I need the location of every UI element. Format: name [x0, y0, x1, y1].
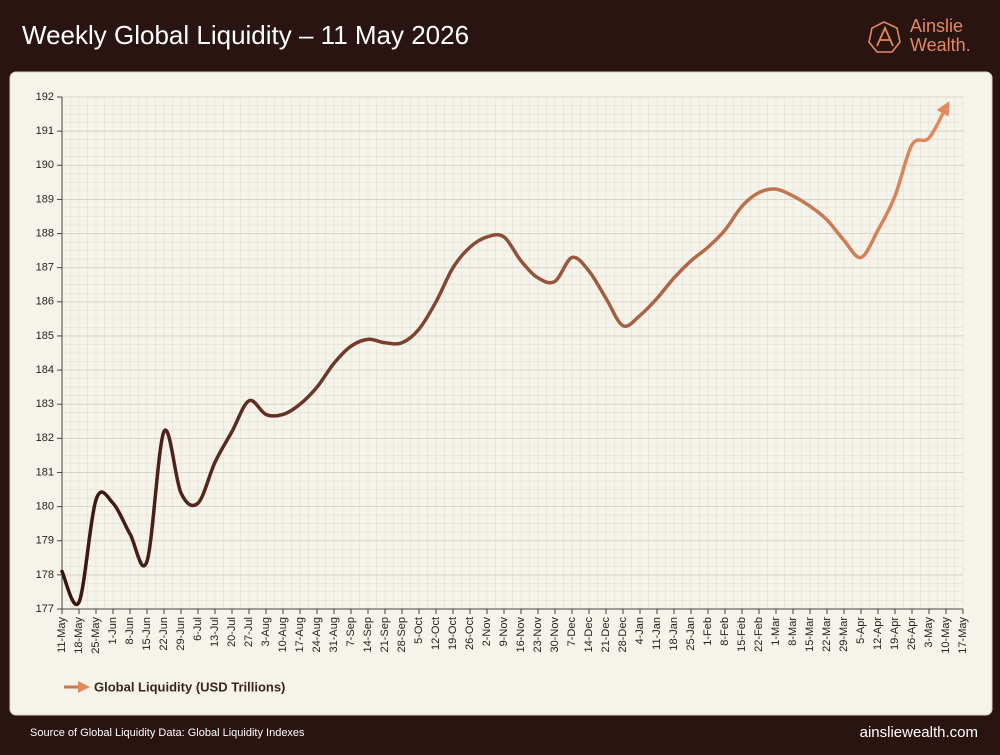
website: ainsliewealth.com: [860, 724, 978, 741]
plot: [60, 101, 950, 607]
y-tick-label: 181: [36, 466, 54, 478]
x-tick-label: 14-Dec: [583, 617, 595, 653]
x-tick-label: 22-Feb: [753, 617, 765, 652]
x-tick-label: 16-Nov: [515, 617, 527, 653]
y-tick-label: 192: [36, 91, 54, 103]
x-tick-label: 15-Mar: [804, 617, 816, 652]
x-tick-label: 5-Apr: [855, 617, 867, 644]
x-tick-label: 10-Aug: [277, 617, 289, 652]
x-tick-label: 8-Mar: [787, 617, 799, 646]
x-tick-label: 22-Mar: [821, 617, 833, 652]
y-tick-label: 187: [36, 262, 54, 274]
x-tick-label: 1-Mar: [770, 617, 782, 646]
x-tick-label: 1-Jun: [107, 617, 119, 645]
y-tick-label: 183: [36, 398, 54, 410]
y-tick-label: 178: [36, 569, 54, 581]
logo: Ainslie Wealth.: [868, 16, 971, 55]
x-tick-label: 25-Jan: [685, 617, 697, 651]
x-tick-label: 6-Jul: [192, 617, 204, 641]
source-note: Source of Global Liquidity Data: Global …: [30, 727, 305, 739]
x-tick-label: 21-Sep: [379, 617, 391, 652]
grid: [61, 96, 964, 610]
y-tick-label: 185: [36, 330, 54, 342]
y-tick-label: 179: [36, 535, 54, 547]
y-tick-label: 191: [36, 125, 54, 137]
x-tick-label: 15-Jun: [141, 617, 153, 651]
x-tick-label: 8-Feb: [719, 617, 731, 646]
x-tick-label: 8-Jun: [124, 617, 136, 645]
x-tick-label: 7-Dec: [566, 617, 578, 647]
x-tick-label: 11-Jan: [651, 617, 663, 650]
x-tick-label: 21-Dec: [600, 617, 612, 653]
x-tick-label: 4-Jan: [634, 617, 646, 645]
y-tick-label: 186: [36, 296, 54, 308]
x-tick-label: 3-May: [923, 617, 935, 648]
x-tick-label: 19-Apr: [889, 617, 901, 650]
logo-icon: [868, 21, 901, 53]
brand-line-2: Wealth.: [910, 35, 971, 55]
x-tick-label: 12-Oct: [430, 617, 442, 650]
x-tick-label: 9-Nov: [498, 617, 510, 647]
legend-label: Global Liquidity (USD Trillions): [94, 679, 285, 694]
x-tick-label: 12-Apr: [872, 617, 884, 650]
x-tick-label: 7-Sep: [345, 617, 357, 646]
x-tick-label: 17-May: [957, 617, 969, 654]
x-tick-label: 5-Oct: [413, 617, 425, 644]
x-tick-label: 18-May: [73, 617, 85, 654]
x-tick-label: 18-Jan: [668, 617, 680, 651]
x-tick-label: 19-Oct: [447, 617, 459, 650]
x-tick-label: 23-Nov: [532, 617, 544, 653]
x-tick-label: 11-May: [56, 617, 68, 653]
y-tick-label: 177: [36, 603, 54, 615]
x-tick-label: 10-May: [940, 617, 952, 654]
x-tick-label: 1-Feb: [702, 617, 714, 646]
x-tick-label: 28-Sep: [396, 617, 408, 652]
y-tick-label: 184: [36, 364, 54, 376]
x-tick-label: 26-Apr: [906, 617, 918, 650]
y-tick-label: 188: [36, 227, 54, 239]
logo-letter: [876, 25, 894, 47]
y-tick-label: 189: [36, 193, 54, 205]
x-tick-label: 14-Sep: [362, 617, 374, 652]
panel: [9, 71, 993, 716]
brand-line-1: Ainslie: [910, 16, 963, 36]
x-tick-label: 13-Jul: [209, 617, 221, 647]
x-tick-label: 22-Jun: [158, 617, 170, 651]
line-series: [60, 101, 950, 607]
x-tick-label: 29-Jun: [175, 617, 187, 651]
x-tick-label: 3-Aug: [260, 617, 272, 646]
y-tick-label: 182: [36, 432, 54, 444]
x-tick-label: 29-Mar: [838, 617, 850, 652]
x-tick-label: 28-Dec: [617, 617, 629, 653]
x-tick-label: 20-Jul: [226, 617, 238, 647]
legend: Global Liquidity (USD Trillions): [64, 679, 285, 694]
x-tick-label: 25-May: [90, 617, 102, 654]
x-tick-label: 17-Aug: [294, 617, 306, 652]
chart-title: Weekly Global Liquidity – 11 May 2026: [22, 20, 469, 50]
x-tick-label: 27-Jul: [243, 617, 255, 647]
axes: 177 178 179 180 181 182 183 184 185 186 187 188 189 1…: [36, 91, 969, 654]
y-tick-label: 180: [36, 501, 54, 513]
x-tick-label: 26-Oct: [464, 617, 476, 650]
x-tick-label: 30-Nov: [549, 617, 561, 653]
x-tick-label: 2-Nov: [481, 617, 493, 647]
y-tick-label: 190: [36, 159, 54, 171]
x-tick-label: 31-Aug: [328, 617, 340, 652]
x-tick-label: 15-Feb: [736, 617, 748, 652]
x-tick-label: 24-Aug: [311, 617, 323, 652]
